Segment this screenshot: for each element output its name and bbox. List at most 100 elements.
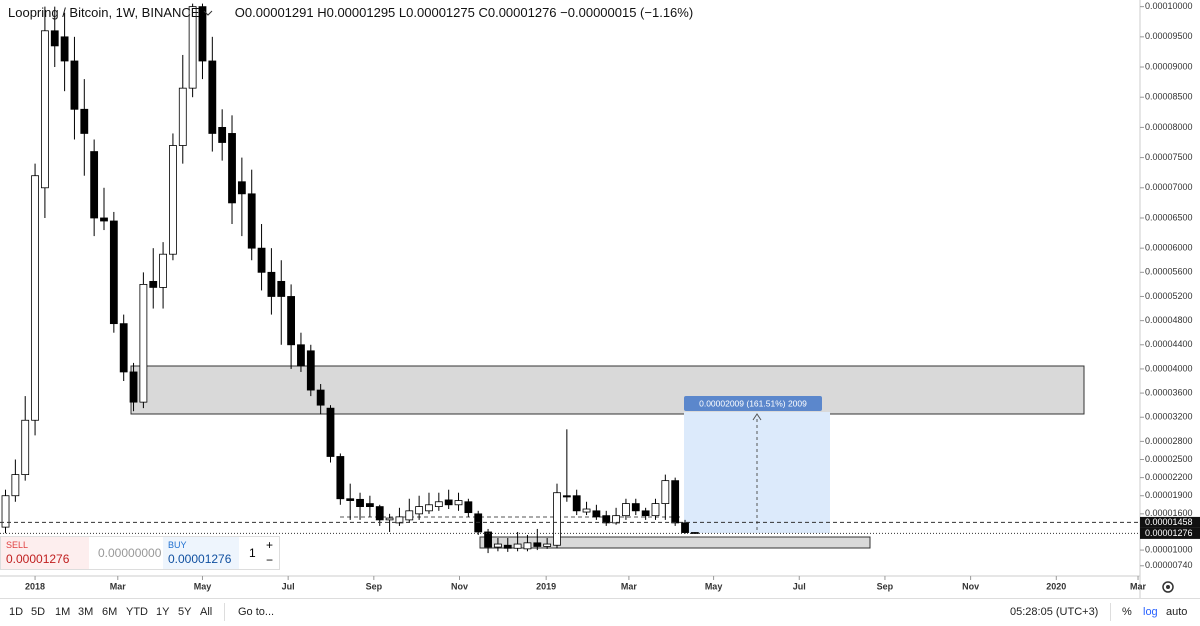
candle-body [326,407,335,457]
y-tick-label: 0.00004400 [1145,339,1193,349]
candle-body [316,389,325,406]
candle-body [11,474,20,497]
price-label: 0.00001276 [1145,528,1193,538]
range-button[interactable]: YTD [126,606,148,618]
sell-price[interactable]: 0.00001276 [6,552,70,566]
candle-body [681,522,689,533]
candle-body [671,480,680,524]
y-tick-label: 0.00002800 [1145,436,1193,446]
chart: 0.00002009 (161.51%) 2009 0.00010000 0.00… [0,0,1200,598]
candle-body [1,495,10,528]
candle-body [277,280,286,297]
candle-body [228,133,236,204]
candle-body [119,323,128,373]
increment[interactable]: + [266,538,274,552]
gear-center[interactable] [1166,585,1170,589]
candle-body [21,419,30,475]
candle-body [178,87,187,146]
settings-icon[interactable] [1162,581,1174,593]
candle-body [267,271,276,297]
candle-body [198,6,207,62]
y-tick-label: 0.00008000 [1145,122,1193,132]
goto-button[interactable]: Go to... [238,606,275,618]
candle-body [641,510,650,517]
y-tick-label: 0.00007500 [1145,152,1193,162]
quantity[interactable]: 1 [249,546,256,560]
buy-price[interactable]: 0.00001276 [168,552,232,566]
range-button[interactable]: 1D [9,606,24,618]
auto-toggle[interactable]: auto [1166,606,1188,618]
candle-body [444,499,453,506]
y-tick-label: 0.00002500 [1145,454,1193,464]
candle-body [247,193,256,249]
candle-body [159,253,167,288]
range-button[interactable]: 5Y [178,606,192,618]
y-tick-label: 0.00002200 [1145,472,1193,482]
y-tick-label: 0.00004000 [1145,363,1193,373]
y-tick-label: 0.00004800 [1145,315,1193,325]
candle-body [425,504,433,512]
candle-body [218,127,227,143]
decrement[interactable]: − [266,553,274,567]
ohlc-value: 0.00001295 [326,5,396,20]
x-tick-label: Sep [877,581,894,591]
zone-box [479,536,871,549]
candle-body [287,296,296,346]
percent-toggle[interactable]: % [1122,606,1132,618]
candle-body [553,492,561,546]
candle-body [612,515,620,524]
separator [1110,603,1111,621]
x-tick-label: Mar [1130,581,1147,591]
x-tick-label: Jul [793,581,806,591]
log-toggle[interactable]: log [1143,606,1158,618]
candle-body [365,503,374,507]
gear[interactable] [1162,581,1174,593]
x-tick-label: Nov [962,581,979,591]
sell-button[interactable]: SELL 0.00001276 [1,537,89,569]
candle-body [109,220,118,325]
dropdown-caret[interactable] [203,9,213,17]
range-button[interactable]: 1Y [156,606,170,618]
candle-body [237,181,246,195]
measure-arrowhead [752,413,762,421]
ohlc-label: H [317,5,327,20]
y-tick-label: 0.00007000 [1145,182,1193,192]
sell-label[interactable]: SELL [6,540,29,550]
y-tick-label: 0.00009000 [1145,61,1193,71]
ohlc-value: 0.00001275 [406,5,475,20]
y-tick-label: 0.00001000 [1145,544,1193,554]
range-button[interactable]: 1M [55,606,71,618]
y-tick-label: 0.00006500 [1145,212,1193,222]
candle-body [602,515,611,524]
buy-label[interactable]: BUY [168,540,187,550]
candle-body [622,503,630,517]
buy-button[interactable]: BUY 0.00001276 [163,537,239,569]
measure-label: 0.00002009 (161.51%) 2009 [699,398,807,408]
candle-body [523,542,532,550]
candle-body [188,6,197,89]
x-tick-label: Mar [110,581,127,591]
candle-body [385,517,394,521]
x-tick-label: 2020 [1046,581,1066,591]
candle-body [484,531,492,548]
range-button[interactable]: 3M [78,606,94,618]
candle-body [31,175,39,421]
range-button[interactable]: 5D [31,606,46,618]
ohlc-value: 0.00001276 [487,5,557,20]
x-tick-label: May [705,581,723,591]
symbol-title[interactable]: Loopring / Bitcoin, 1W, BINANCE [8,5,200,20]
ohlc-label: L [398,5,407,20]
y-tick-label: 0.00000740 [1145,560,1193,570]
y-tick-label: 0.00001900 [1145,490,1193,500]
measure-box [684,412,830,533]
y-tick-label: 0.00001600 [1145,508,1193,518]
candle-body [80,108,89,134]
y-tick-label: 0.00005200 [1145,291,1193,301]
range-button[interactable]: All [200,606,213,618]
candle-body [533,542,542,547]
candle-body [415,506,424,515]
candle-body [129,371,138,403]
price-label-box [1140,527,1200,539]
range-button[interactable]: 6M [102,606,118,618]
candle-body [513,543,522,549]
